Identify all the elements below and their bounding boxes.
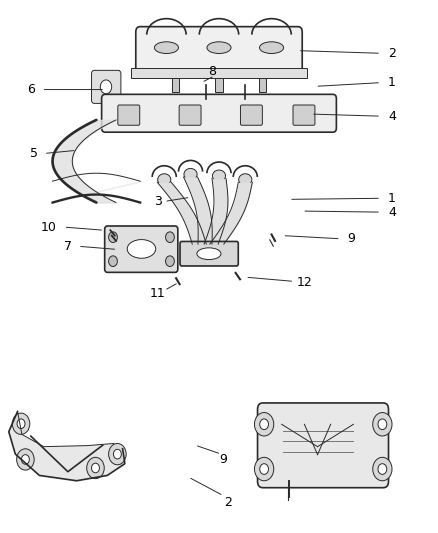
Ellipse shape	[127, 240, 156, 258]
Circle shape	[109, 256, 117, 266]
Ellipse shape	[212, 170, 226, 182]
Text: 10: 10	[41, 221, 57, 233]
Text: 7: 7	[64, 240, 72, 253]
Text: 2: 2	[388, 47, 396, 60]
FancyBboxPatch shape	[105, 226, 178, 272]
Circle shape	[12, 413, 30, 434]
Circle shape	[109, 232, 117, 243]
Text: 9: 9	[219, 453, 227, 466]
FancyBboxPatch shape	[102, 94, 336, 132]
FancyBboxPatch shape	[258, 403, 389, 488]
FancyBboxPatch shape	[179, 105, 201, 125]
Text: 8: 8	[208, 66, 216, 78]
Circle shape	[378, 464, 387, 474]
Text: 2: 2	[224, 496, 232, 508]
Text: 9: 9	[347, 232, 355, 245]
Circle shape	[260, 464, 268, 474]
Ellipse shape	[197, 248, 221, 260]
Text: 11: 11	[150, 287, 166, 300]
Text: 3: 3	[154, 195, 162, 208]
Text: 1: 1	[388, 76, 396, 89]
Ellipse shape	[239, 174, 252, 185]
Ellipse shape	[154, 42, 178, 53]
Circle shape	[92, 463, 99, 473]
Circle shape	[113, 449, 121, 459]
Circle shape	[373, 413, 392, 436]
FancyBboxPatch shape	[118, 105, 140, 125]
Circle shape	[260, 419, 268, 430]
Circle shape	[378, 419, 387, 430]
Circle shape	[254, 457, 274, 481]
FancyBboxPatch shape	[92, 70, 121, 103]
Text: 6: 6	[28, 83, 35, 96]
Ellipse shape	[207, 42, 231, 53]
Text: 4: 4	[388, 110, 396, 123]
Circle shape	[166, 232, 174, 243]
Bar	[215, 78, 223, 92]
FancyBboxPatch shape	[136, 27, 302, 75]
Circle shape	[109, 443, 126, 465]
Circle shape	[87, 457, 104, 479]
Bar	[131, 68, 307, 78]
Circle shape	[21, 455, 29, 464]
Bar	[259, 78, 266, 92]
Polygon shape	[9, 411, 125, 481]
Circle shape	[373, 457, 392, 481]
FancyBboxPatch shape	[293, 105, 315, 125]
Text: 12: 12	[297, 276, 312, 289]
FancyBboxPatch shape	[180, 241, 238, 266]
Ellipse shape	[100, 80, 112, 94]
Circle shape	[166, 256, 174, 266]
Ellipse shape	[259, 42, 284, 53]
Circle shape	[254, 413, 274, 436]
Text: 5: 5	[30, 147, 38, 160]
Text: 4: 4	[388, 206, 396, 219]
Circle shape	[17, 449, 34, 470]
Ellipse shape	[158, 174, 171, 185]
Text: 1: 1	[388, 192, 396, 205]
Ellipse shape	[184, 168, 197, 180]
Circle shape	[17, 419, 25, 429]
Bar	[172, 78, 179, 92]
FancyBboxPatch shape	[240, 105, 262, 125]
